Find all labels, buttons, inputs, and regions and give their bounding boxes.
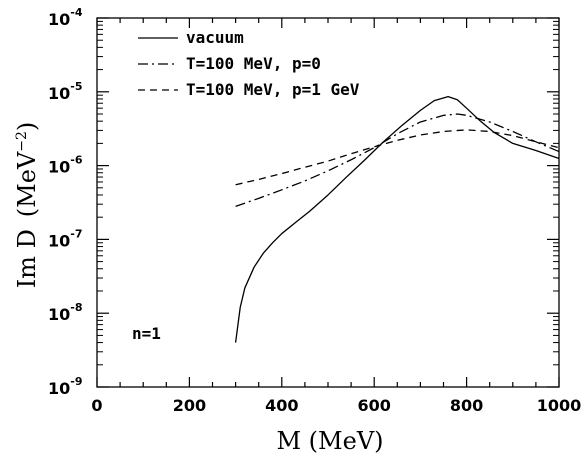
x-tick-label: 800 bbox=[450, 396, 483, 415]
y-axis-title: Im D (MeV−2) bbox=[13, 122, 41, 289]
legend-label: T=100 MeV, p=1 GeV bbox=[186, 80, 360, 99]
y-tick-label: 10-9 bbox=[48, 375, 83, 398]
y-tick-label: 10-5 bbox=[48, 80, 83, 103]
x-tick-label: 400 bbox=[265, 396, 298, 415]
tick-labels: 0 200 400 600 800 1000 10-9 10-8 10-7 10-6 10-5 10-… bbox=[48, 6, 581, 415]
series-line-dashed bbox=[235, 129, 560, 186]
annotation: n=1 bbox=[132, 324, 161, 343]
y-axis-title-unit-open: (MeV bbox=[13, 151, 41, 217]
y-tick-label: 10-7 bbox=[48, 227, 83, 250]
y-axis-title-unit-exp: −2 bbox=[14, 131, 30, 152]
y-tick-label: 10-6 bbox=[48, 154, 83, 177]
y-tick-label: 10-4 bbox=[48, 6, 83, 29]
x-tick-label: 1000 bbox=[537, 396, 582, 415]
legend-label: vacuum bbox=[186, 28, 244, 47]
axis-ticks bbox=[96, 17, 560, 388]
legend-label: T=100 MeV, p=0 bbox=[186, 54, 321, 73]
x-tick-label: 0 bbox=[91, 396, 102, 415]
y-axis-title-base: Im D bbox=[13, 229, 41, 288]
y-axis-title-unit-close: ) bbox=[13, 122, 41, 131]
y-tick-label: 10-8 bbox=[48, 301, 83, 324]
x-axis-title: M (MeV) bbox=[276, 427, 383, 455]
series-line-solid bbox=[234, 95, 560, 343]
legend: vacuum T=100 MeV, p=0 T=100 MeV, p=1 GeV bbox=[138, 28, 360, 99]
x-tick-label: 200 bbox=[173, 396, 206, 415]
plot-frame bbox=[96, 17, 560, 388]
series-lines bbox=[234, 95, 560, 343]
series-line-dashdot bbox=[235, 113, 560, 208]
x-tick-label: 600 bbox=[357, 396, 390, 415]
